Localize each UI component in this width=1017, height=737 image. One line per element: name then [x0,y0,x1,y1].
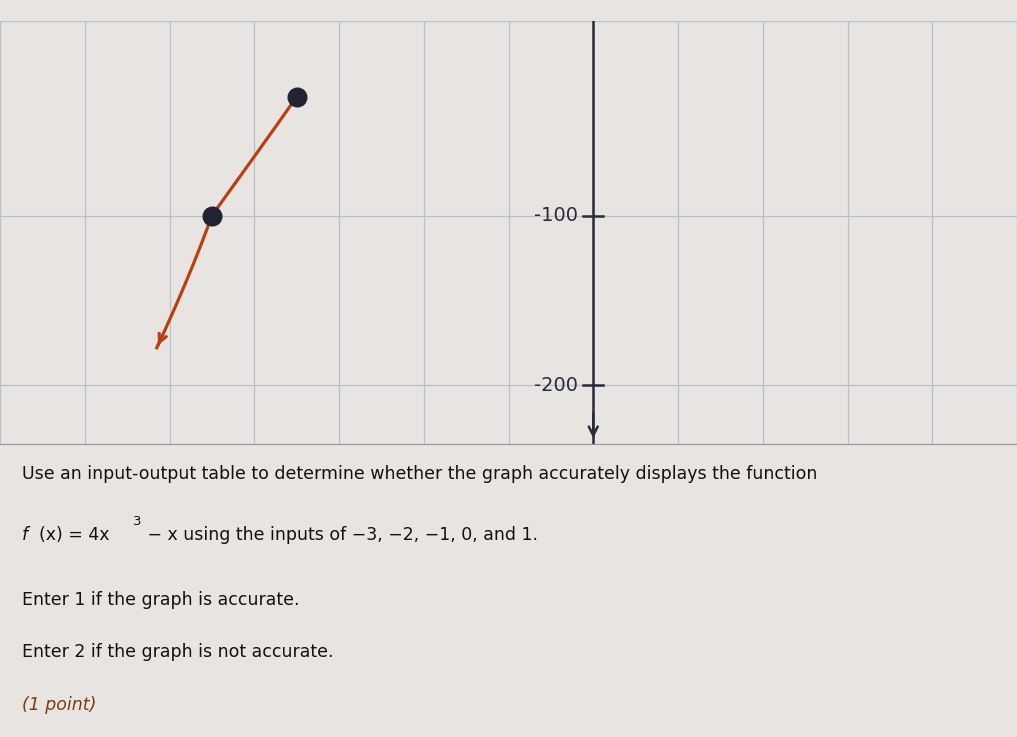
Text: Enter 2 if the graph is not accurate.: Enter 2 if the graph is not accurate. [22,643,334,661]
Text: (x) = 4x: (x) = 4x [39,526,109,545]
Text: -100: -100 [534,206,578,225]
Text: f: f [22,526,34,545]
Text: -200: -200 [534,376,578,394]
Text: 3: 3 [133,514,141,528]
Text: Enter 1 if the graph is accurate.: Enter 1 if the graph is accurate. [22,591,300,609]
Point [289,91,305,103]
Text: Use an input-output table to determine whether the graph accurately displays the: Use an input-output table to determine w… [22,465,818,483]
Text: − x using the inputs of −3, −2, −1, 0, and 1.: − x using the inputs of −3, −2, −1, 0, a… [142,526,538,545]
Text: (1 point): (1 point) [22,696,97,714]
Point [203,210,220,222]
